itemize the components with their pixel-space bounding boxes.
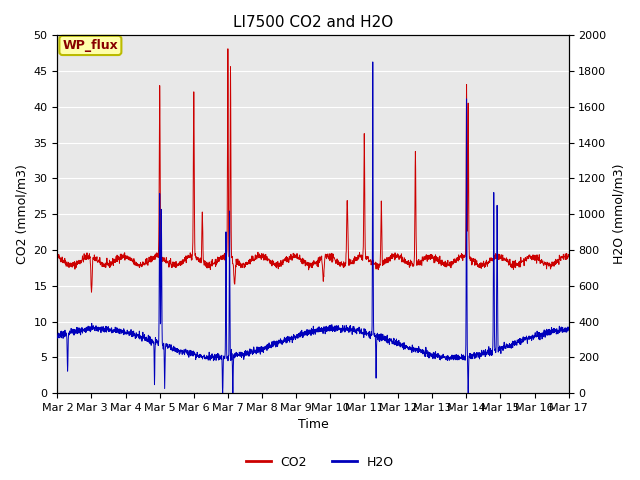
Y-axis label: H2O (mmol/m3): H2O (mmol/m3) [612,164,625,264]
X-axis label: Time: Time [298,419,328,432]
Text: WP_flux: WP_flux [63,39,118,52]
Title: LI7500 CO2 and H2O: LI7500 CO2 and H2O [233,15,393,30]
Y-axis label: CO2 (mmol/m3): CO2 (mmol/m3) [15,164,28,264]
Legend: CO2, H2O: CO2, H2O [241,451,399,474]
